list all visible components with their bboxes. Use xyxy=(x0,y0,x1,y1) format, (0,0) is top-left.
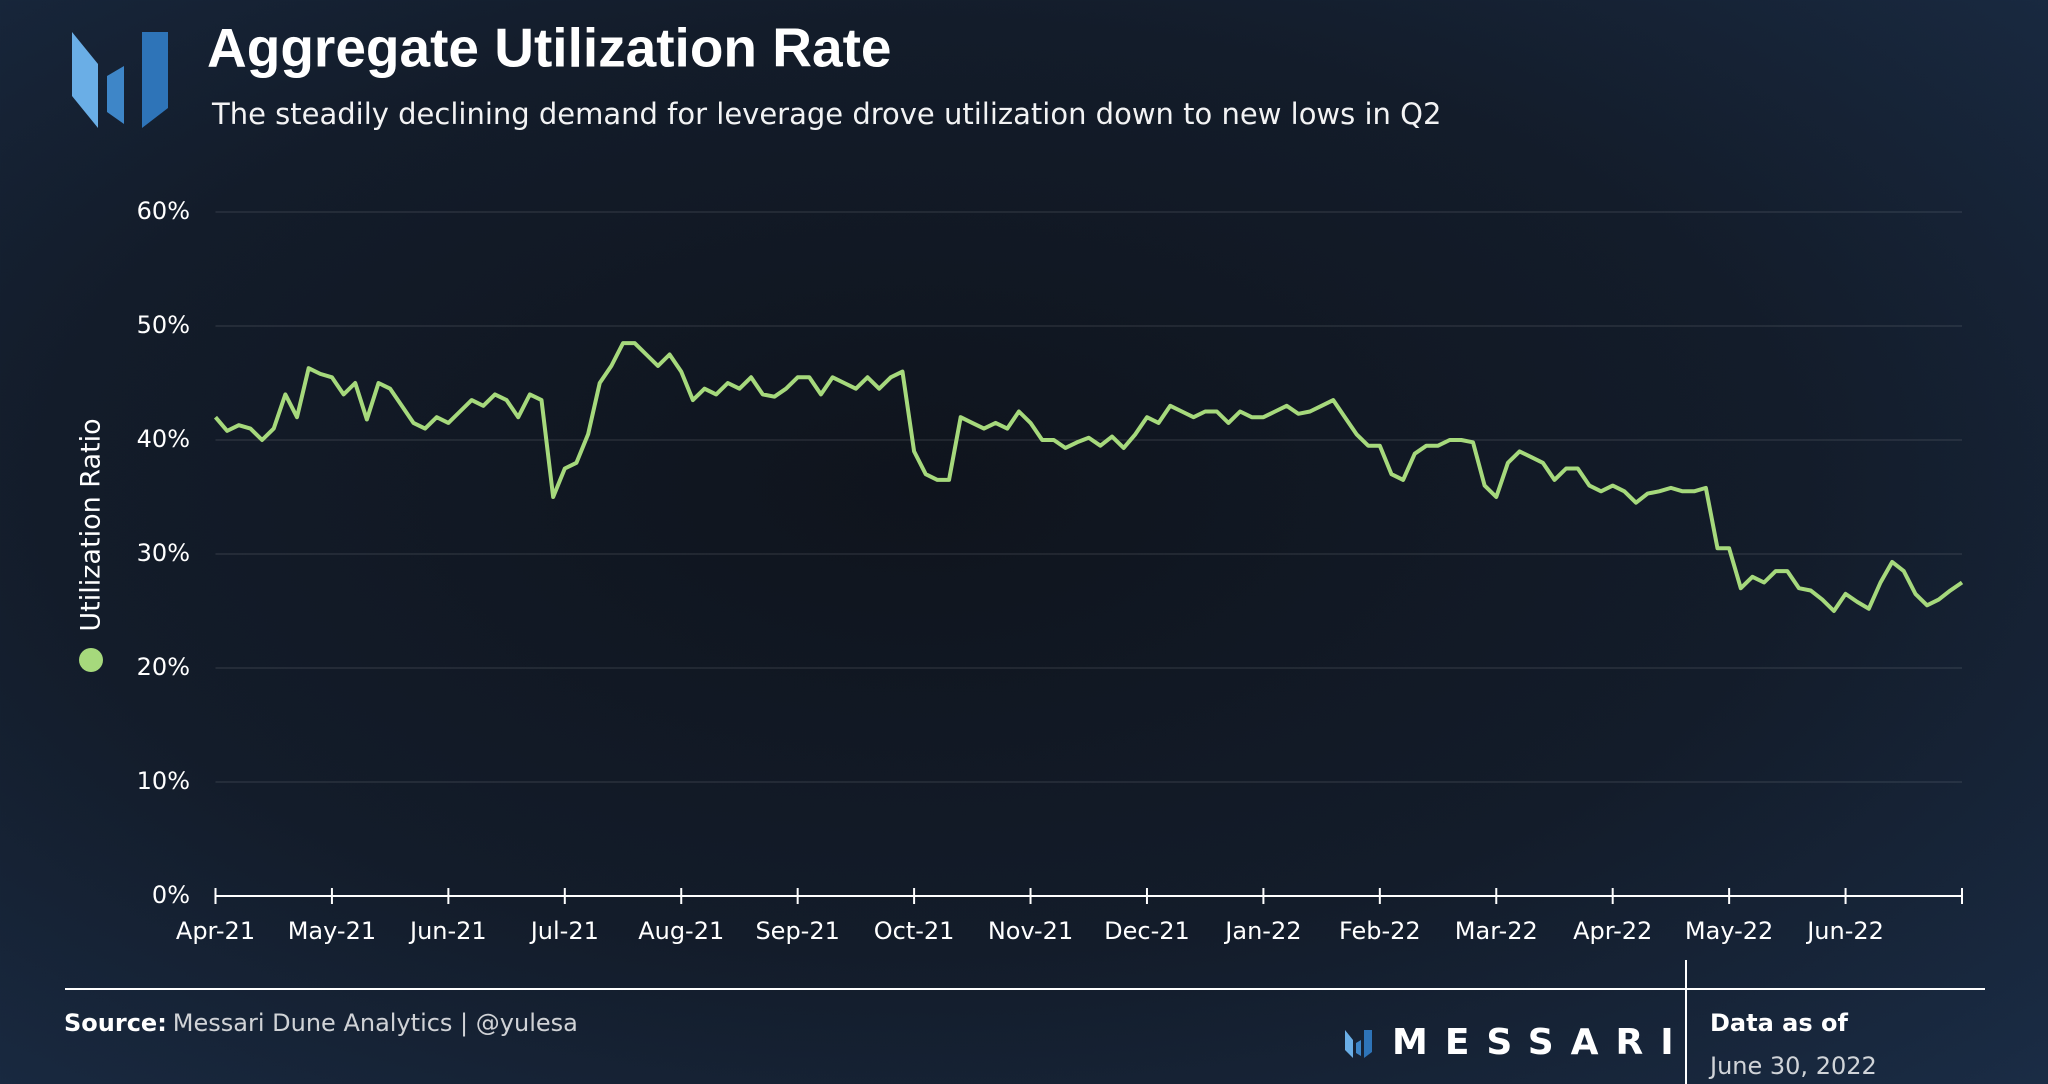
x-tick-label: Dec-21 xyxy=(1104,917,1190,945)
source: Source: Messari Dune Analytics | @yulesa xyxy=(64,1009,578,1037)
x-tick-label: Apr-21 xyxy=(176,917,255,945)
chart-subtitle: The steadily declining demand for levera… xyxy=(211,97,1441,131)
x-tick-label: May-22 xyxy=(1685,917,1773,945)
x-tick-label: Aug-21 xyxy=(638,917,724,945)
x-tick-label: Jun-21 xyxy=(408,917,487,945)
legend-marker xyxy=(79,648,103,672)
brand-logo xyxy=(1345,1030,1372,1058)
data-line xyxy=(213,341,1964,613)
x-tick-label: Nov-21 xyxy=(988,917,1073,945)
plot: 0% 10% 20% 30% 40% 50% 60% Apr-21 May-21 Jun-21 Ju… xyxy=(137,197,1964,945)
y-axis-label: Utilization Ratio xyxy=(76,418,107,631)
source-label: Source: xyxy=(64,1009,167,1037)
y-tick-label: 40% xyxy=(137,425,190,453)
y-tick-label: 60% xyxy=(137,197,190,225)
x-tick-label: Jul-21 xyxy=(529,917,599,945)
logo xyxy=(72,32,168,128)
x-tick-label: Feb-22 xyxy=(1339,917,1421,945)
x-tick-label: Mar-22 xyxy=(1455,917,1538,945)
x-tick-label: Jun-22 xyxy=(1805,917,1884,945)
y-tick-label: 30% xyxy=(137,539,190,567)
y-tick-label: 0% xyxy=(152,881,190,909)
source-text: Messari Dune Analytics | @yulesa xyxy=(173,1009,578,1037)
x-tick-label: Oct-21 xyxy=(874,917,955,945)
chart-title: Aggregate Utilization Rate xyxy=(207,17,892,79)
brand: MESSARI xyxy=(1392,1022,1691,1063)
date-label: Data as of xyxy=(1710,1009,1848,1037)
x-tick-label: Apr-22 xyxy=(1573,917,1652,945)
y-tick-label: 20% xyxy=(137,653,190,681)
x-tick-label: Jan-22 xyxy=(1223,917,1301,945)
y-tick-label: 10% xyxy=(137,767,190,795)
x-tick-label: May-21 xyxy=(288,917,376,945)
x-tick-label: Sep-21 xyxy=(755,917,839,945)
date: June 30, 2022 xyxy=(1708,1052,1877,1080)
y-tick-label: 50% xyxy=(137,311,190,339)
